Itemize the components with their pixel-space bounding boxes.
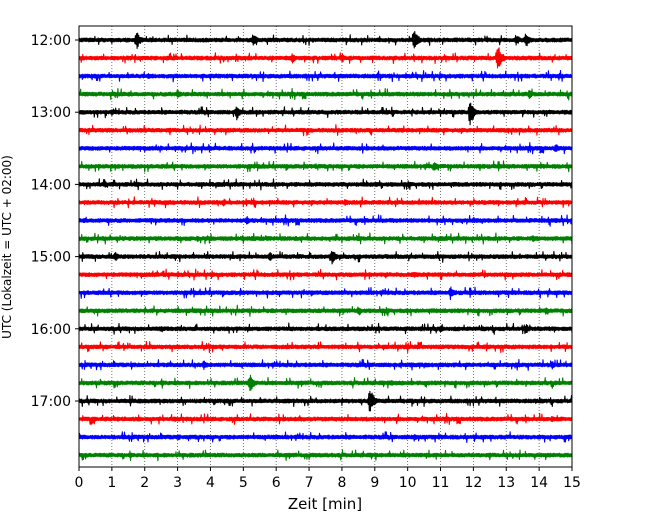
x-tick-label: 0 <box>75 475 84 491</box>
x-tick-label: 10 <box>399 475 417 491</box>
trace-1315 <box>78 124 573 137</box>
trace-1200 <box>78 30 573 50</box>
trace-1545 <box>78 304 573 317</box>
y-tick-label: 17:00 <box>31 394 71 410</box>
x-tick-label: 6 <box>272 475 281 491</box>
y-tick-label: 15:00 <box>31 250 71 266</box>
x-tick-label: 1 <box>107 475 116 491</box>
x-axis-ticks: 0 1 2 3 4 5 6 7 8 9 10 11 12 13 14 15 <box>75 467 581 491</box>
trace-1245 <box>78 87 573 101</box>
trace-1330 <box>78 142 573 155</box>
trace-1430 <box>78 214 573 227</box>
y-axis-label: UTC (Lokalzeit = UTC + 02:00) <box>0 155 14 339</box>
x-tick-label: 13 <box>497 475 515 491</box>
x-axis-label: Zeit [min] <box>288 495 362 513</box>
trace-1500 <box>78 250 573 265</box>
x-tick-label: 2 <box>140 475 149 491</box>
trace-1445 <box>78 232 573 245</box>
x-tick-label: 11 <box>432 475 450 491</box>
plot-frame <box>78 25 573 468</box>
x-tick-label: 4 <box>206 475 215 491</box>
seismic-traces <box>78 30 573 462</box>
y-tick-label: 13:00 <box>31 105 71 121</box>
y-tick-label: 16:00 <box>31 322 71 338</box>
trace-1530 <box>78 286 573 301</box>
trace-1300 <box>78 102 573 126</box>
trace-1715 <box>78 412 573 425</box>
trace-1645 <box>78 374 573 392</box>
trace-1600 <box>78 322 573 335</box>
trace-1215 <box>78 47 573 69</box>
x-tick-label: 5 <box>239 475 248 491</box>
trace-1615 <box>78 340 573 354</box>
trace-1745 <box>78 449 573 462</box>
trace-1515 <box>78 268 573 281</box>
x-tick-label: 3 <box>173 475 182 491</box>
trace-1700 <box>78 390 573 412</box>
trace-1230 <box>78 70 573 83</box>
x-tick-label: 15 <box>563 475 581 491</box>
trace-1630 <box>78 359 573 371</box>
x-tick-label: 9 <box>370 475 379 491</box>
trace-1345 <box>78 160 573 173</box>
x-tick-label: 8 <box>337 475 346 491</box>
x-tick-label: 12 <box>464 475 482 491</box>
trace-1400 <box>78 178 573 191</box>
y-tick-label: 14:00 <box>31 177 71 193</box>
x-tick-label: 7 <box>305 475 314 491</box>
trace-1730 <box>78 431 573 444</box>
trace-1415 <box>78 196 573 209</box>
y-axis-ticks: 12:00 13:00 14:00 15:00 16:00 17:00 <box>31 33 79 410</box>
x-tick-label: 14 <box>530 475 548 491</box>
y-tick-label: 12:00 <box>31 33 71 49</box>
